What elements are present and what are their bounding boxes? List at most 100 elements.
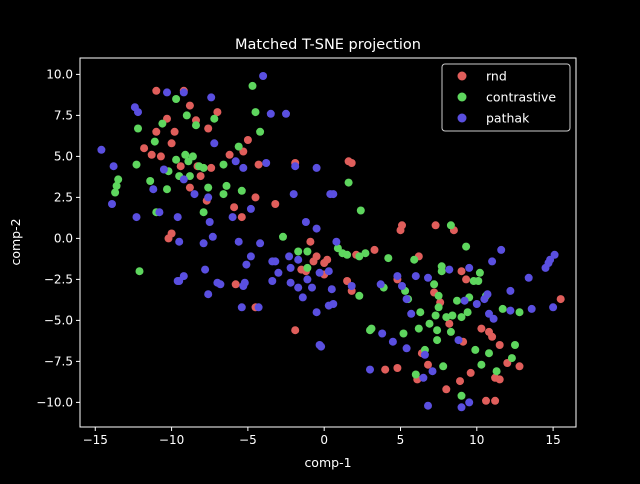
data-point-pathak — [301, 218, 310, 226]
data-point-contrastive — [112, 181, 121, 190]
data-point-pathak — [303, 275, 312, 284]
data-point-pathak — [199, 239, 208, 248]
data-point-contrastive — [507, 354, 516, 363]
data-point-contrastive — [132, 160, 141, 169]
data-point-contrastive — [234, 142, 243, 151]
data-point-pathak — [298, 293, 307, 302]
data-point-pathak — [378, 329, 387, 338]
data-point-contrastive — [150, 137, 159, 146]
data-point-pathak — [246, 204, 255, 213]
data-point-pathak — [173, 213, 182, 222]
data-point-contrastive — [433, 336, 442, 345]
data-point-rnd — [556, 295, 565, 304]
data-point-contrastive — [303, 247, 312, 256]
data-point-pathak — [312, 224, 321, 233]
data-point-pathak — [393, 272, 402, 281]
series-pathak — [97, 72, 559, 412]
legend-label: pathak — [486, 111, 530, 126]
data-point-rnd — [237, 213, 246, 222]
data-point-rnd — [251, 193, 260, 202]
data-point-contrastive — [442, 313, 451, 322]
data-point-pathak — [234, 237, 243, 246]
data-point-pathak — [285, 252, 294, 261]
x-tick-label: −10 — [159, 433, 184, 447]
data-point-pathak — [201, 265, 210, 274]
y-tick-label: 0.0 — [54, 231, 73, 245]
data-point-rnd — [170, 127, 179, 136]
data-point-rnd — [477, 324, 486, 333]
data-point-rnd — [152, 127, 161, 136]
data-point-rnd — [243, 136, 252, 144]
data-point-pathak — [108, 200, 116, 208]
data-point-pathak — [324, 267, 333, 276]
data-point-rnd — [225, 150, 234, 159]
data-point-pathak — [294, 255, 303, 264]
data-point-rnd — [495, 375, 504, 384]
data-point-pathak — [332, 237, 341, 246]
data-point-rnd — [254, 160, 263, 169]
y-tick-label: −7.5 — [44, 354, 73, 368]
data-point-contrastive — [437, 267, 446, 276]
data-point-contrastive — [361, 249, 370, 258]
y-tick-label: 2.5 — [54, 190, 73, 204]
data-point-contrastive — [463, 308, 472, 317]
data-point-rnd — [393, 364, 402, 372]
data-point-rnd — [515, 362, 524, 371]
data-point-rnd — [482, 396, 490, 405]
data-point-pathak — [210, 139, 219, 148]
legend-label: contrastive — [486, 90, 556, 105]
data-point-pathak — [240, 278, 249, 287]
y-axis-label: comp-2 — [8, 218, 23, 265]
data-point-contrastive — [279, 232, 287, 241]
data-point-pathak — [205, 218, 214, 226]
data-point-rnd — [431, 221, 440, 230]
data-point-rnd — [457, 267, 466, 276]
data-point-contrastive — [111, 188, 120, 197]
data-point-contrastive — [477, 360, 486, 369]
data-point-contrastive — [446, 221, 455, 230]
data-point-contrastive — [343, 250, 352, 259]
data-point-contrastive — [222, 181, 231, 190]
data-point-pathak — [527, 304, 536, 313]
data-point-pathak — [411, 272, 420, 281]
data-point-contrastive — [399, 329, 408, 338]
data-point-contrastive — [431, 311, 440, 320]
data-point-rnd — [204, 124, 213, 133]
data-point-rnd — [140, 144, 149, 153]
data-point-pathak — [497, 245, 506, 254]
data-point-pathak — [472, 300, 481, 308]
data-point-contrastive — [355, 291, 364, 300]
data-point-rnd — [488, 332, 497, 341]
data-point-contrastive — [181, 150, 190, 159]
data-point-pathak — [312, 308, 321, 317]
chart-title: Matched T-SNE projection — [235, 37, 421, 53]
data-point-pathak — [544, 259, 553, 267]
data-point-pathak — [428, 367, 437, 376]
data-point-contrastive — [433, 326, 442, 335]
data-point-contrastive — [434, 303, 443, 312]
data-point-pathak — [228, 213, 237, 222]
data-point-pathak — [388, 337, 397, 346]
data-point-pathak — [315, 341, 324, 349]
data-point-rnd — [213, 108, 222, 117]
x-tick-label: 15 — [545, 433, 560, 447]
data-point-rnd — [230, 203, 239, 212]
data-point-pathak — [315, 268, 324, 277]
data-point-rnd — [176, 162, 185, 171]
data-point-contrastive — [416, 308, 425, 317]
data-point-rnd — [445, 319, 454, 328]
data-point-contrastive — [204, 183, 213, 192]
series-rnd — [140, 86, 565, 405]
data-point-pathak — [175, 237, 184, 246]
data-point-contrastive — [457, 391, 466, 400]
data-point-contrastive — [199, 208, 208, 217]
data-point-pathak — [179, 175, 188, 184]
data-point-rnd — [442, 385, 451, 394]
data-point-contrastive — [430, 280, 439, 289]
data-point-pathak — [231, 157, 240, 166]
data-point-pathak — [398, 282, 406, 290]
x-axis: −15 −10 −5 0 5 10 15 — [83, 427, 561, 447]
x-tick-label: −15 — [83, 433, 108, 447]
data-point-contrastive — [384, 254, 393, 263]
data-point-rnd — [185, 101, 194, 110]
